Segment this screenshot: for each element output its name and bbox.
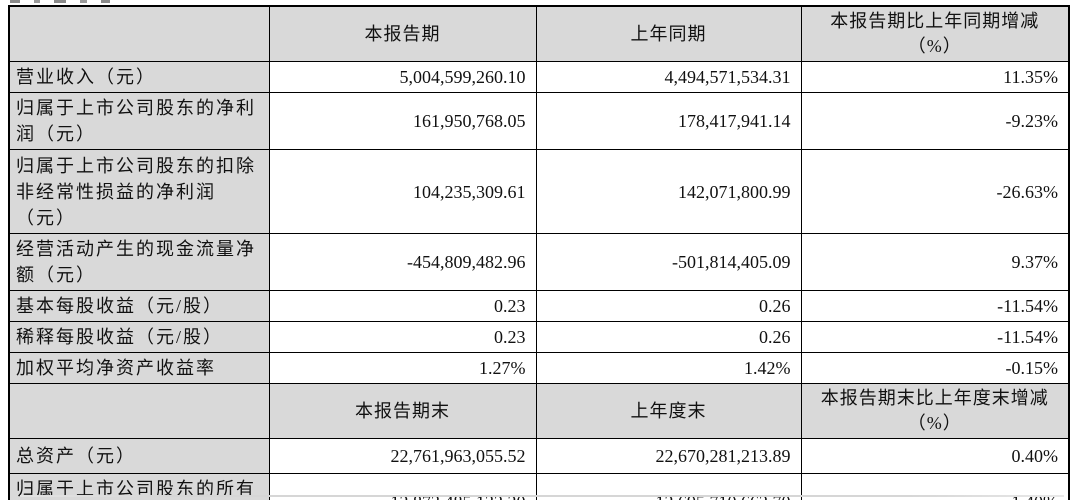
header-empty-cell <box>8 383 270 439</box>
value-current: -454,809,482.96 <box>268 233 537 291</box>
value-current: 1.27% <box>268 352 537 384</box>
value-prior: 0.26 <box>535 290 802 322</box>
value-prior: 22,670,281,213.89 <box>535 438 802 474</box>
row-label: 经营活动产生的现金流量净额（元） <box>8 233 270 291</box>
col-header-period-end-change: 本报告期末比上年度末增减（%） <box>800 383 1070 439</box>
table-row-net-profit: 归属于上市公司股东的净利润（元） 161,950,768.05 178,417,… <box>8 92 1070 150</box>
col-header-period-end: 本报告期末 <box>268 383 537 439</box>
value-change: 11.35% <box>800 61 1070 93</box>
value-prior: 1.42% <box>535 352 802 384</box>
value-prior: 142,071,800.99 <box>535 149 802 234</box>
value-prior: 4,494,571,534.31 <box>535 61 802 93</box>
row-label: 基本每股收益（元/股） <box>8 290 270 322</box>
row-label: 总资产（元） <box>8 438 270 474</box>
cropped-text-artifact <box>10 0 230 4</box>
row-label: 归属于上市公司股东的所有者权益（元） <box>8 473 270 500</box>
page-shadow-line <box>20 495 1064 497</box>
value-current: 5,004,599,260.10 <box>268 61 537 93</box>
value-prior: 0.26 <box>535 321 802 353</box>
table-row-operating-cash-flow: 经营活动产生的现金流量净额（元） -454,809,482.96 -501,81… <box>8 233 1070 291</box>
col-header-period-change: 本报告期比上年同期增减（%） <box>800 5 1070 62</box>
row-label: 加权平均净资产收益率 <box>8 352 270 384</box>
value-change: -0.15% <box>800 352 1070 384</box>
row-label: 营业收入（元） <box>8 61 270 93</box>
row-label: 归属于上市公司股东的净利润（元） <box>8 92 270 150</box>
value-change: 9.37% <box>800 233 1070 291</box>
row-label: 归属于上市公司股东的扣除非经常性损益的净利润（元） <box>8 149 270 234</box>
financial-summary-table: 本报告期 上年同期 本报告期比上年同期增减（%） 营业收入（元） 5,004,5… <box>8 5 1070 500</box>
table-row-weighted-roe: 加权平均净资产收益率 1.27% 1.42% -0.15% <box>8 352 1070 384</box>
col-header-prior-period: 上年同期 <box>535 5 802 62</box>
table-row-diluted-eps: 稀释每股收益（元/股） 0.23 0.26 -11.54% <box>8 321 1070 353</box>
value-change: -11.54% <box>800 321 1070 353</box>
value-prior: -501,814,405.09 <box>535 233 802 291</box>
value-current: 0.23 <box>268 290 537 322</box>
value-current: 0.23 <box>268 321 537 353</box>
value-change: -11.54% <box>800 290 1070 322</box>
col-header-prior-year-end: 上年度末 <box>535 383 802 439</box>
period-end-header-row: 本报告期末 上年度末 本报告期末比上年度末增减（%） <box>8 383 1070 439</box>
header-empty-cell <box>8 5 270 62</box>
value-current: 22,761,963,055.52 <box>268 438 537 474</box>
value-current: 104,235,309.61 <box>268 149 537 234</box>
col-header-current-period: 本报告期 <box>268 5 537 62</box>
value-prior: 178,417,941.14 <box>535 92 802 150</box>
value-change: 0.40% <box>800 438 1070 474</box>
table-row-net-profit-excl-nonrecurring: 归属于上市公司股东的扣除非经常性损益的净利润（元） 104,235,309.61… <box>8 149 1070 234</box>
table-row-total-assets: 总资产（元） 22,761,963,055.52 22,670,281,213.… <box>8 438 1070 474</box>
table-row-revenue: 营业收入（元） 5,004,599,260.10 4,494,571,534.3… <box>8 61 1070 93</box>
value-change: -9.23% <box>800 92 1070 150</box>
row-label: 稀释每股收益（元/股） <box>8 321 270 353</box>
period-header-row: 本报告期 上年同期 本报告期比上年同期增减（%） <box>8 5 1070 62</box>
value-change: -26.63% <box>800 149 1070 234</box>
table-row-basic-eps: 基本每股收益（元/股） 0.23 0.26 -11.54% <box>8 290 1070 322</box>
value-current: 161,950,768.05 <box>268 92 537 150</box>
